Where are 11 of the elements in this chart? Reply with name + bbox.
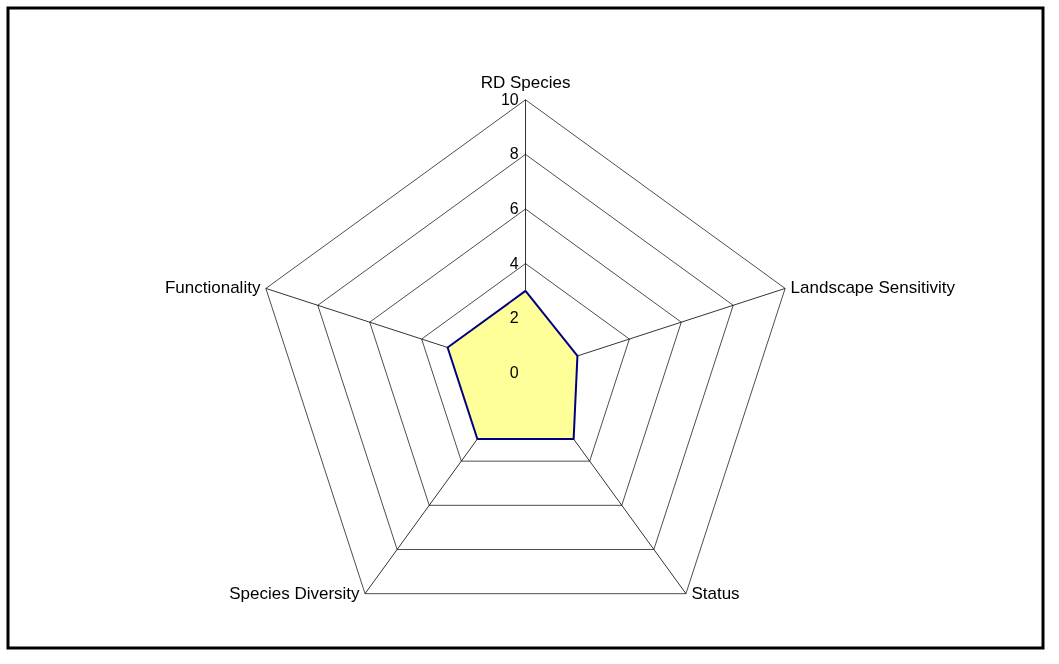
spoke-label: Status — [691, 583, 740, 603]
y-tick-label: 4 — [509, 254, 519, 272]
spoke-label: Species Diversity — [229, 583, 361, 603]
spoke-label: Landscape Sensitivity — [790, 278, 956, 298]
y-tick-label: 10 — [500, 90, 519, 108]
y-tick-label: 2 — [509, 309, 519, 327]
spoke-label: Functionality — [164, 278, 261, 298]
spoke-label: RD Species — [480, 72, 571, 92]
y-tick-label: 6 — [509, 200, 519, 217]
y-tick-label: 0 — [509, 363, 519, 381]
y-tick-label: 8 — [509, 145, 519, 163]
